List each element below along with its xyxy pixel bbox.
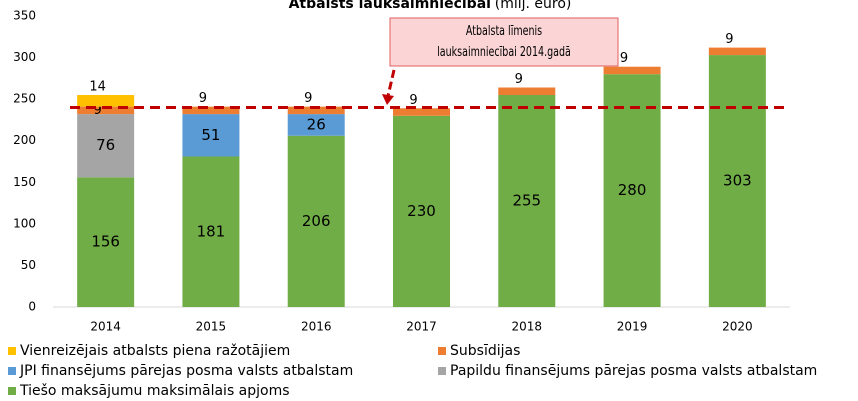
bar-segment	[603, 66, 661, 75]
data-label: 9	[199, 91, 207, 106]
legend-label: Vienreizējais atbalsts piena ražotājiem	[20, 343, 290, 359]
chart-subtitle: (milj. euro)	[495, 0, 572, 12]
data-label: 51	[201, 126, 220, 144]
data-label: 303	[723, 172, 752, 190]
chart-title: Atbalsts lauksaimniecībai	[289, 0, 491, 12]
x-tick-label: 2014	[90, 320, 121, 334]
x-tick-label: 2018	[512, 320, 543, 334]
legend-label: Tiešo maksājumu maksimālais apjoms	[19, 383, 290, 399]
y-tick-label: 100	[13, 216, 36, 230]
y-tick-label: 200	[13, 133, 36, 147]
y-tick-label: 150	[13, 175, 36, 189]
annotation-box	[389, 17, 619, 67]
legend-swatch	[438, 367, 446, 375]
data-label: 280	[618, 181, 647, 199]
legend-label: Subsīdijas	[450, 343, 520, 359]
bar-segment	[77, 114, 135, 178]
legend-label: Papildu finansējums pārejas posma valsts…	[450, 363, 817, 379]
annotation-arrowhead	[382, 94, 394, 105]
data-label: 9	[725, 32, 733, 47]
data-label: 9	[515, 72, 523, 87]
bar-segment	[393, 115, 450, 308]
chart-title-group: Atbalsts lauksaimniecībai (milj. euro)	[289, 0, 572, 12]
data-label: 9	[620, 51, 628, 66]
data-label: 156	[91, 233, 120, 251]
legend-label: JPI finansējums pārejas posma valsts atb…	[19, 363, 353, 379]
y-tick-label: 300	[13, 50, 36, 64]
bar-segment	[498, 94, 556, 307]
x-tick-label: 2020	[722, 320, 753, 334]
y-tick-label: 250	[13, 92, 36, 106]
y-tick-label: 0	[28, 300, 36, 314]
legend-swatch	[8, 387, 16, 395]
data-label: 76	[96, 136, 115, 154]
x-tick-label: 2016	[301, 320, 332, 334]
data-label: 9	[409, 93, 417, 108]
bar-segment	[77, 94, 135, 107]
data-label: 9	[94, 103, 102, 118]
data-label: 9	[304, 91, 312, 106]
bar-segment	[708, 55, 766, 307]
data-label: 230	[407, 202, 436, 220]
bar-segment	[77, 106, 135, 115]
bar-segment	[182, 114, 240, 157]
data-label: 14	[89, 79, 106, 94]
legend-swatch	[438, 347, 446, 355]
bar-segment	[287, 106, 345, 115]
annotation-line: Atbalsta līmenis	[466, 24, 542, 39]
bar-segment	[287, 114, 345, 136]
data-label: 255	[512, 191, 541, 209]
x-tick-label: 2017	[406, 320, 437, 334]
legend-swatch	[8, 367, 16, 375]
y-tick-label: 50	[21, 258, 36, 272]
x-tick-label: 2015	[196, 320, 227, 334]
annotation-line: lauksaimniecībai 2014.gadā	[437, 45, 571, 60]
bar-segment	[287, 135, 345, 307]
bar-segment	[77, 177, 135, 307]
legend-swatch	[8, 347, 16, 355]
bar-segment	[182, 106, 240, 115]
bar-segment	[393, 108, 450, 116]
bar-segment	[498, 87, 556, 95]
bar-segment	[182, 156, 240, 307]
x-tick-label: 2019	[617, 320, 648, 334]
data-label: 181	[197, 222, 226, 240]
bar-segment	[603, 74, 661, 307]
data-label: 206	[302, 212, 331, 230]
bar-segment	[708, 47, 766, 56]
data-label: 26	[307, 115, 326, 133]
annotation-text: Atbalsta līmenis lauksaimniecībai 2014.ga…	[437, 24, 571, 60]
y-tick-label: 350	[13, 9, 36, 23]
annotation-arrow	[386, 69, 396, 97]
